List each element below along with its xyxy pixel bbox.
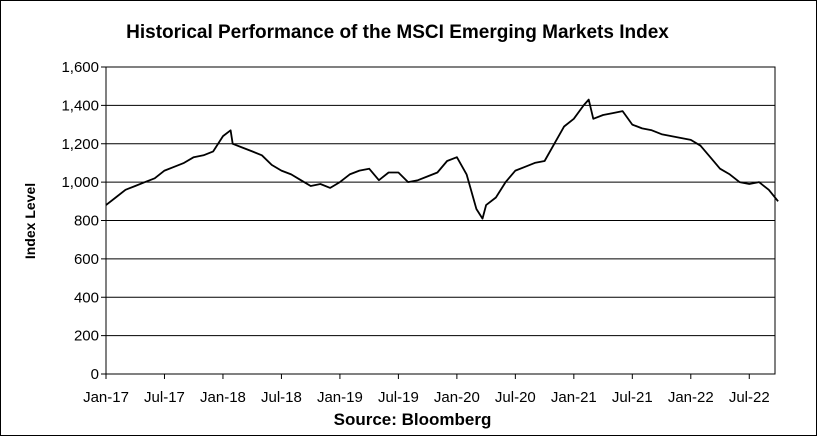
- x-tick-label: Jul-22: [729, 389, 770, 406]
- y-tick-label: 0: [91, 366, 99, 383]
- x-tick-label: Jul-18: [261, 389, 302, 406]
- x-tick-label: Jul-21: [612, 389, 653, 406]
- x-tick-label: Jan-20: [434, 389, 480, 406]
- y-tick-label: 600: [74, 251, 99, 268]
- x-tick-label: Jul-20: [495, 389, 536, 406]
- y-tick-label: 1,600: [61, 59, 99, 76]
- y-tick-label: 200: [74, 328, 99, 345]
- index-series-line: [105, 98, 779, 220]
- chart-title: Historical Performance of the MSCI Emerg…: [126, 22, 669, 43]
- y-tick-label: 400: [74, 289, 99, 306]
- x-tick-label: Jan-19: [317, 389, 363, 406]
- x-tick-label: Jan-22: [668, 389, 714, 406]
- x-tick-label: Jan-18: [200, 389, 246, 406]
- x-tick-label: Jul-19: [378, 389, 419, 406]
- x-tick-label: Jan-17: [83, 389, 129, 406]
- y-tick-label: 1,400: [61, 97, 99, 114]
- plot-area: [105, 66, 776, 375]
- x-tick-label: Jul-17: [144, 389, 185, 406]
- y-tick-label: 1,000: [61, 174, 99, 191]
- x-tick-label: Jan-21: [551, 389, 597, 406]
- y-tick-label: 800: [74, 213, 99, 230]
- source-label: Source: Bloomberg: [333, 410, 492, 429]
- y-tick-label: 1,200: [61, 136, 99, 153]
